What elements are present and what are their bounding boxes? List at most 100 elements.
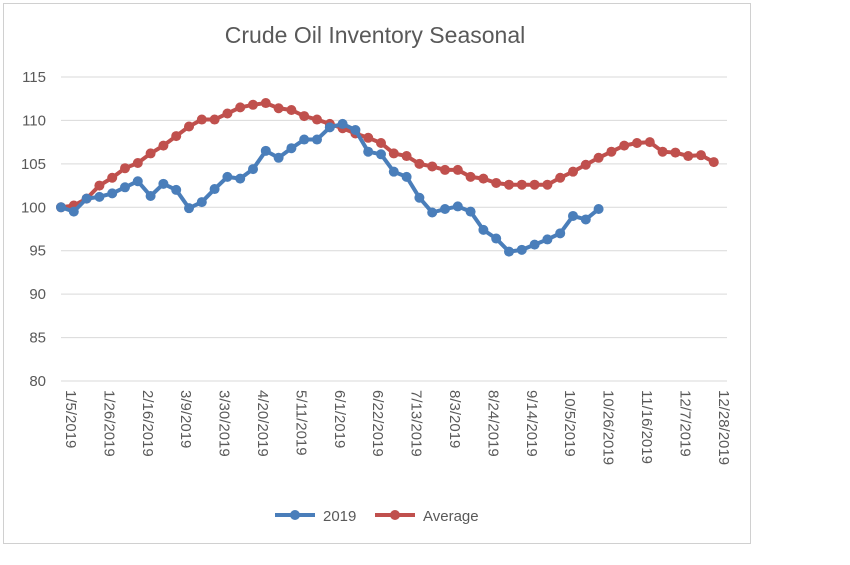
series-layer bbox=[56, 98, 719, 257]
data-point bbox=[235, 173, 246, 184]
data-point bbox=[196, 114, 207, 125]
data-point bbox=[158, 140, 169, 151]
data-point bbox=[696, 150, 706, 161]
legend-label: Average bbox=[423, 508, 479, 525]
x-tick-label: 1/5/2019 bbox=[62, 390, 79, 448]
data-point bbox=[209, 184, 220, 195]
data-point bbox=[222, 171, 233, 182]
data-point bbox=[593, 204, 604, 215]
data-point bbox=[644, 137, 655, 148]
x-tick-label: 3/9/2019 bbox=[177, 390, 194, 448]
data-point bbox=[542, 234, 553, 245]
legend: 2019 Average bbox=[275, 508, 479, 525]
y-axis-tick-labels: 80 85 90 95 100 105 110 115 bbox=[21, 69, 46, 390]
x-tick-label: 10/26/2019 bbox=[600, 390, 617, 465]
legend-marker bbox=[390, 510, 400, 520]
data-point bbox=[363, 132, 374, 143]
data-point bbox=[401, 171, 412, 182]
data-point bbox=[248, 99, 258, 110]
data-point bbox=[286, 143, 297, 154]
data-point bbox=[56, 202, 66, 213]
data-point bbox=[184, 121, 194, 132]
y-tick-label: 85 bbox=[29, 330, 46, 347]
data-point bbox=[376, 149, 386, 160]
data-point bbox=[94, 191, 105, 202]
data-point bbox=[529, 179, 540, 190]
x-tick-label: 11/16/2019 bbox=[638, 390, 655, 464]
data-point bbox=[478, 173, 489, 184]
data-point bbox=[107, 172, 118, 183]
x-tick-label: 3/30/2019 bbox=[216, 390, 233, 457]
y-tick-label: 115 bbox=[22, 69, 46, 86]
x-tick-label: 12/28/2019 bbox=[715, 390, 732, 465]
data-point bbox=[81, 193, 92, 204]
data-point bbox=[619, 140, 630, 151]
data-point bbox=[388, 166, 399, 177]
data-point bbox=[196, 197, 207, 208]
data-point bbox=[452, 201, 463, 212]
data-point bbox=[260, 98, 271, 109]
data-point bbox=[491, 233, 502, 244]
data-point bbox=[184, 203, 194, 214]
data-point bbox=[593, 152, 604, 163]
data-point bbox=[68, 206, 79, 217]
data-point bbox=[657, 146, 668, 157]
data-point bbox=[670, 147, 681, 158]
y-tick-label: 90 bbox=[29, 286, 46, 303]
y-tick-label: 95 bbox=[29, 243, 46, 260]
data-point bbox=[414, 158, 425, 169]
data-point bbox=[465, 171, 476, 182]
x-tick-label: 9/14/2019 bbox=[523, 390, 540, 457]
y-tick-label: 100 bbox=[21, 199, 46, 216]
data-point bbox=[120, 182, 130, 193]
data-point bbox=[440, 164, 450, 175]
x-tick-label: 4/20/2019 bbox=[254, 390, 271, 457]
data-point bbox=[683, 151, 694, 162]
data-point bbox=[286, 105, 297, 116]
data-point bbox=[632, 138, 642, 149]
data-point bbox=[440, 204, 450, 215]
grid-lines bbox=[61, 76, 727, 382]
data-point bbox=[427, 207, 438, 218]
data-point bbox=[312, 114, 322, 125]
data-point bbox=[542, 179, 553, 190]
data-point bbox=[171, 131, 182, 142]
legend-label: 2019 bbox=[323, 508, 356, 525]
x-tick-label: 5/11/2019 bbox=[292, 390, 309, 456]
data-point bbox=[171, 184, 182, 195]
data-point bbox=[260, 145, 271, 156]
series-2019 bbox=[56, 118, 604, 257]
data-point bbox=[363, 146, 374, 157]
x-tick-label: 10/5/2019 bbox=[561, 390, 578, 457]
legend-item-2019: 2019 bbox=[275, 508, 356, 525]
chart-title: Crude Oil Inventory Seasonal bbox=[225, 22, 525, 48]
x-tick-label: 8/24/2019 bbox=[484, 390, 501, 457]
data-point bbox=[606, 146, 617, 157]
data-point bbox=[516, 244, 527, 255]
data-point bbox=[580, 159, 591, 170]
data-point bbox=[504, 179, 514, 190]
data-point bbox=[235, 102, 246, 113]
x-tick-label: 8/3/2019 bbox=[446, 390, 463, 448]
x-axis-tick-labels: 1/5/2019 1/26/2019 2/16/2019 3/9/2019 3/30/2… bbox=[62, 390, 732, 465]
data-point bbox=[555, 228, 566, 239]
data-point bbox=[132, 176, 143, 187]
data-point bbox=[145, 148, 156, 159]
data-point bbox=[376, 138, 386, 149]
data-point bbox=[568, 210, 578, 221]
data-point bbox=[350, 124, 361, 135]
series-average bbox=[56, 98, 719, 213]
y-tick-label: 110 bbox=[22, 112, 46, 129]
x-tick-label: 6/1/2019 bbox=[331, 390, 348, 448]
data-point bbox=[324, 122, 335, 133]
data-point bbox=[312, 134, 322, 145]
data-point bbox=[478, 224, 489, 235]
data-point bbox=[401, 151, 412, 162]
data-point bbox=[516, 179, 527, 190]
chart-frame bbox=[3, 3, 751, 544]
data-point bbox=[337, 118, 348, 129]
y-tick-label: 80 bbox=[29, 373, 46, 390]
x-tick-label: 12/7/2019 bbox=[676, 390, 693, 457]
data-point bbox=[299, 111, 310, 122]
